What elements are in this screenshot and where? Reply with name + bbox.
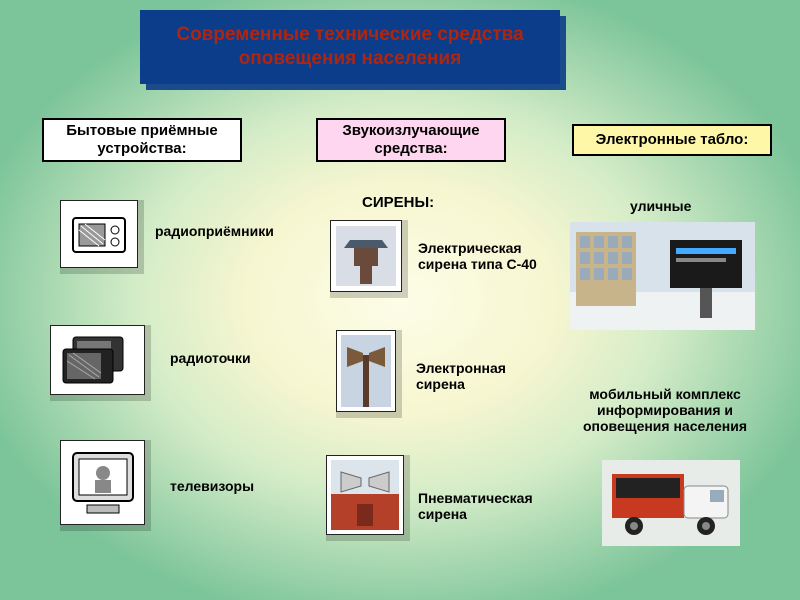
- siren-s40-label: Электрическая сирена типа С-40: [418, 240, 558, 272]
- mobile-complex-label: мобильный комплекс информирования и опов…: [570, 386, 760, 434]
- main-title: Современные технические средства оповеще…: [140, 10, 560, 90]
- tv-icon: [60, 440, 145, 525]
- pneumatic-siren-label: Пневматическая сирена: [418, 490, 558, 522]
- siren-s40-icon: [330, 220, 402, 292]
- pneumatic-siren-icon: [326, 455, 404, 535]
- electronic-siren-label: Электронная сирена: [416, 360, 536, 392]
- electronic-siren-icon: [336, 330, 396, 412]
- radiotochki-icon: [50, 325, 145, 395]
- street-display-label: уличные: [630, 198, 691, 214]
- radio-icon: [60, 200, 138, 268]
- category-household: Бытовые приёмные устройства:: [42, 118, 242, 162]
- street-display-icon: [570, 222, 755, 330]
- category-sound: Звукоизлучающие средства:: [316, 118, 506, 162]
- title-text: Современные технические средства оповеще…: [153, 23, 547, 71]
- radio-label: радиоприёмники: [155, 223, 274, 239]
- sirens-header: СИРЕНЫ:: [362, 194, 434, 211]
- tv-label: телевизоры: [170, 478, 254, 494]
- category-display: Электронные табло:: [572, 124, 772, 156]
- mobile-complex-icon: [602, 460, 740, 546]
- radiotochki-label: радиоточки: [170, 350, 251, 366]
